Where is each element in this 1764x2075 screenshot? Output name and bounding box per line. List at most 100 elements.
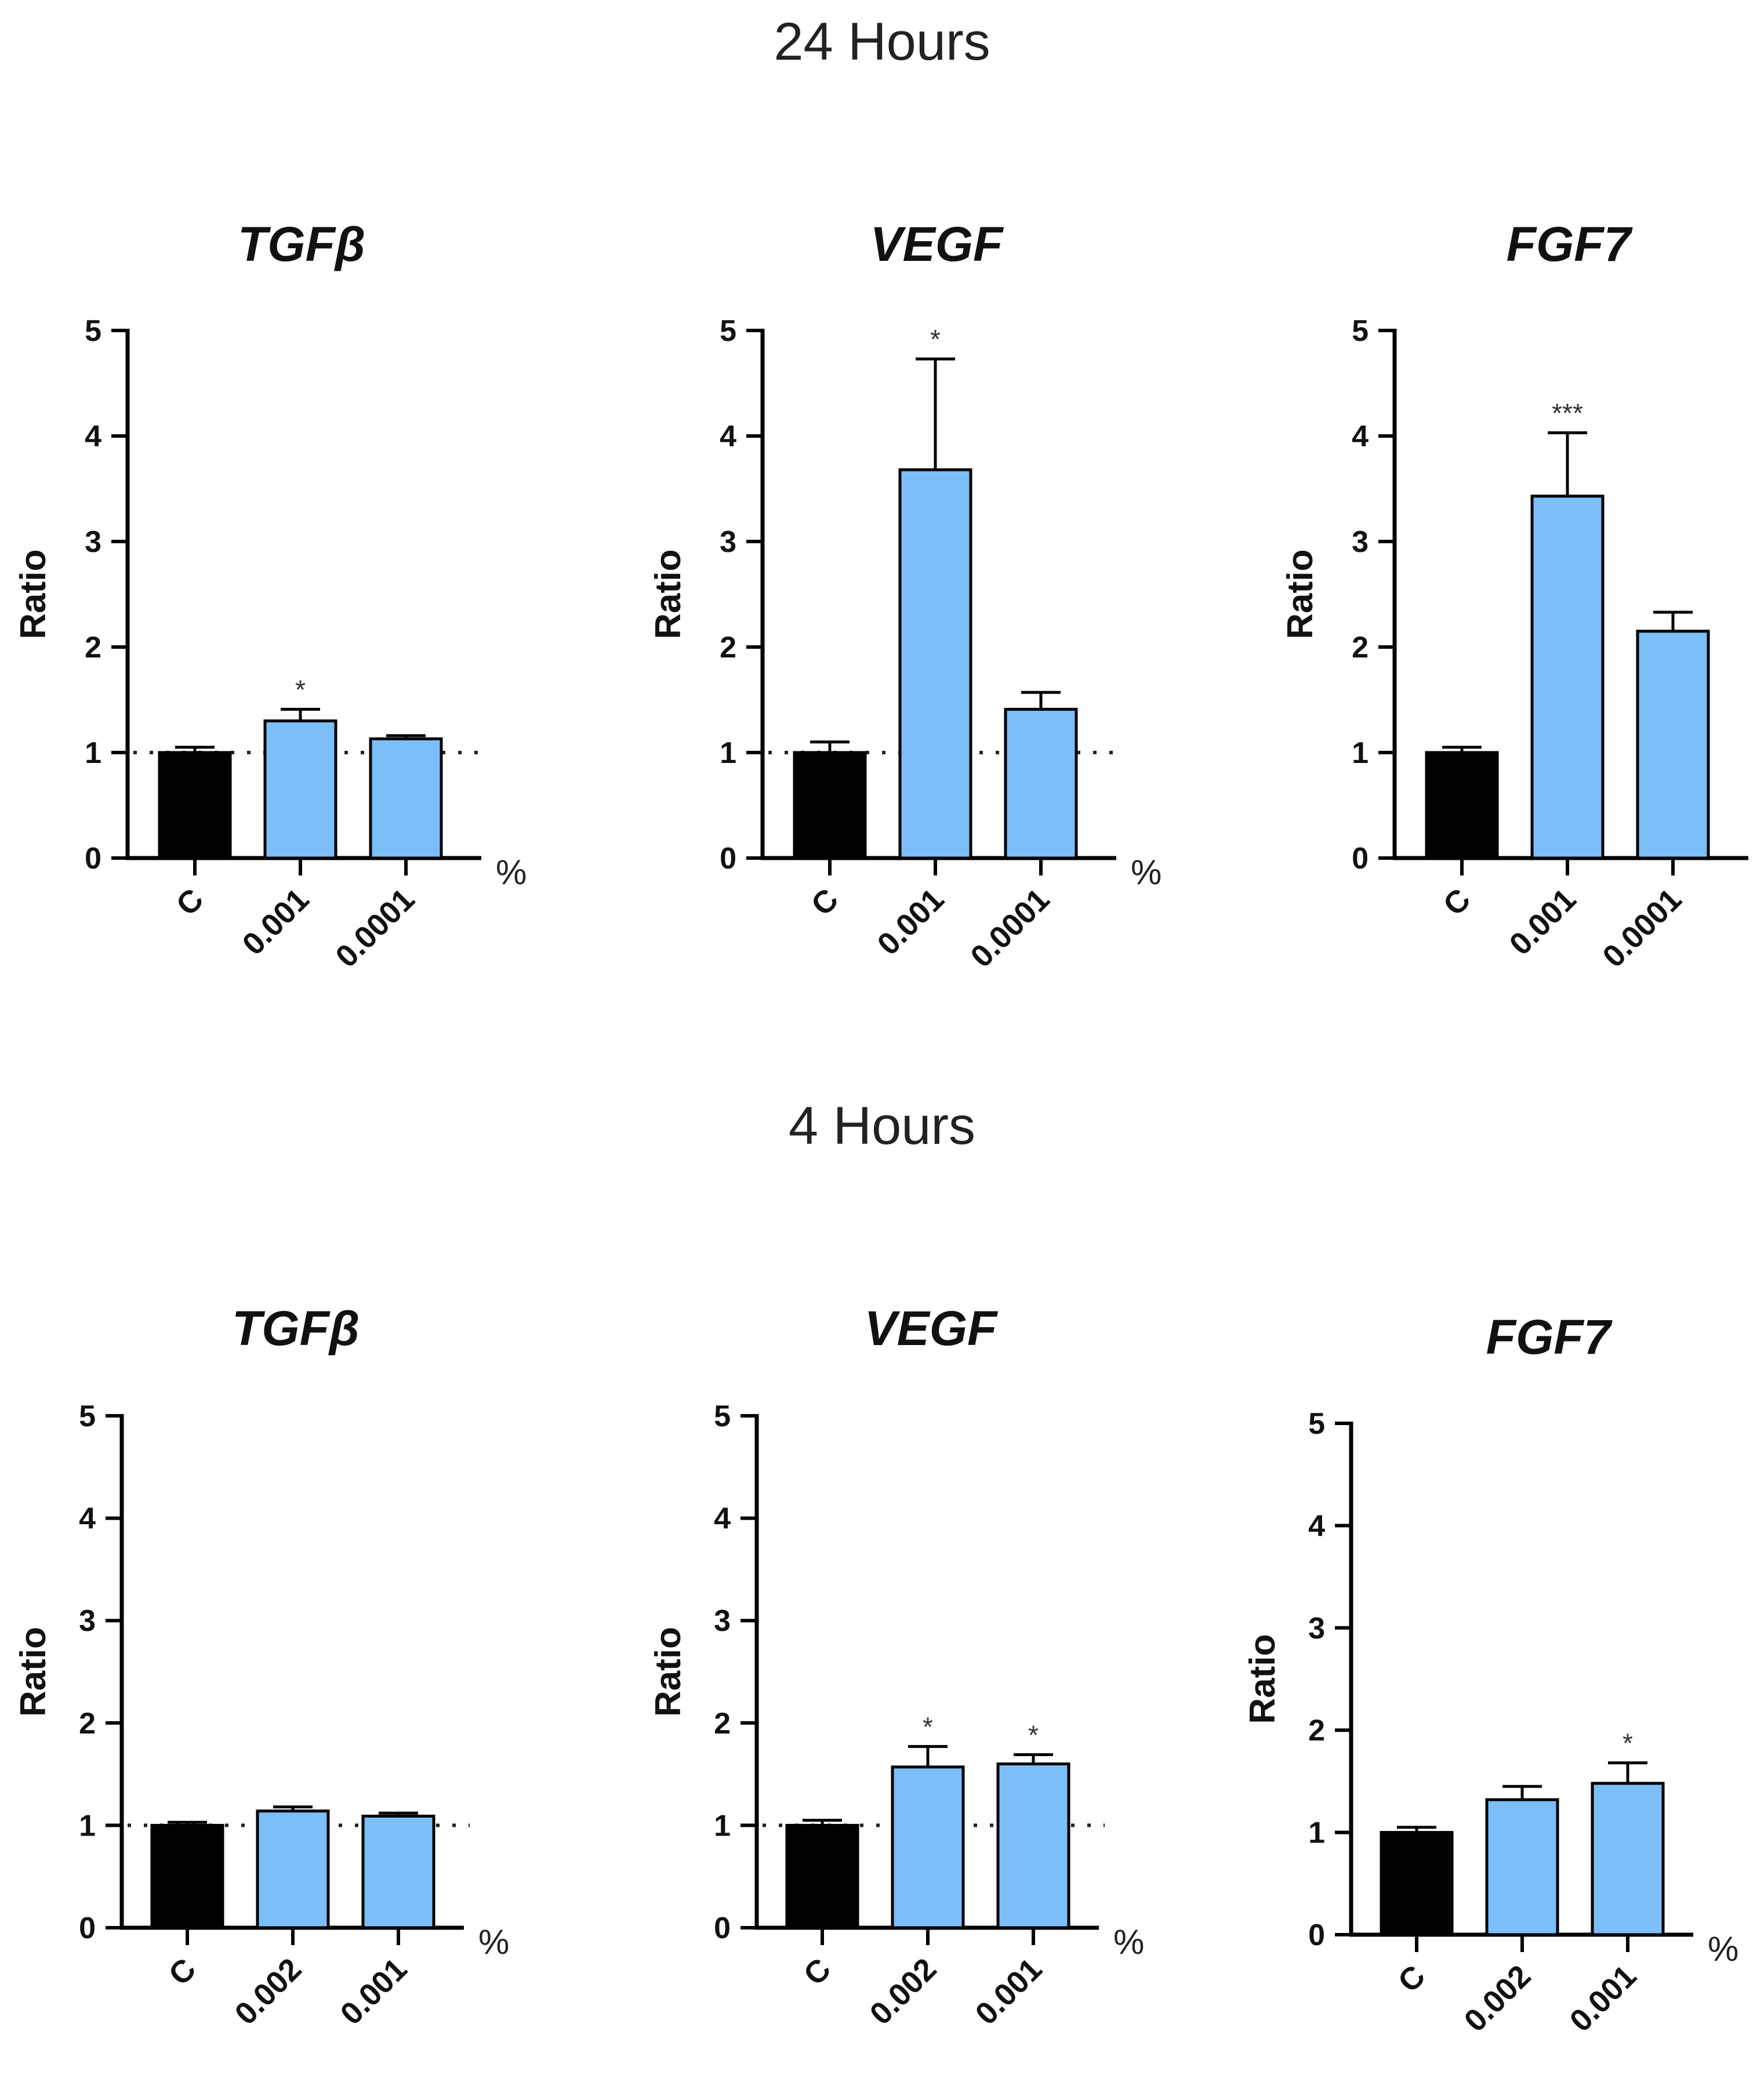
- bar: [1530, 495, 1605, 860]
- x-tick-label: 0.0001: [1596, 882, 1688, 974]
- x-tick-label: 0.002: [863, 1952, 943, 2032]
- y-tick-label: 0: [720, 842, 736, 875]
- y-axis-label: Ratio: [13, 1627, 53, 1717]
- y-tick-label: 5: [714, 1400, 731, 1433]
- y-tick-label: 3: [1308, 1612, 1325, 1645]
- y-tick-label: 1: [1308, 1816, 1325, 1850]
- y-tick-label: 3: [85, 525, 101, 559]
- y-tick-label: 1: [714, 1809, 731, 1843]
- x-tick-label: 0.002: [228, 1952, 308, 2032]
- x-tick-label: 0.001: [236, 882, 316, 962]
- y-tick-label: 1: [79, 1809, 96, 1843]
- y-tick-label: 0: [85, 842, 101, 875]
- significance-label: *: [1028, 1720, 1039, 1750]
- chart-title: TGFβ: [238, 217, 365, 271]
- x-tick-label: C: [804, 882, 845, 922]
- bar: [1004, 707, 1078, 860]
- x-tick-label: 0.001: [1503, 882, 1583, 962]
- bar: [369, 737, 443, 860]
- y-tick-label: 3: [1352, 525, 1369, 559]
- significance-label: *: [295, 674, 306, 704]
- y-tick-label: 2: [714, 1707, 731, 1740]
- chart-4h-vegf: VEGF 0 1 2 3 4 5 Ratio C * 0.002 * 0.001%: [648, 1301, 1144, 2032]
- x-tick-label: 0.0001: [964, 882, 1056, 974]
- x-tick-label: C: [797, 1952, 837, 1992]
- y-axis-label: Ratio: [13, 550, 53, 639]
- x-tick-label: 0.001: [334, 1952, 414, 2032]
- x-tick-label: 0.001: [969, 1952, 1049, 2032]
- chart-title: FGF7: [1486, 1310, 1613, 1364]
- chart-title: FGF7: [1507, 217, 1633, 271]
- bar: [996, 1762, 1070, 1929]
- y-tick-label: 4: [720, 420, 736, 453]
- bar: [263, 719, 337, 860]
- section-title-4-hours: 4 Hours: [788, 1096, 976, 1155]
- chart-title: TGFβ: [232, 1301, 360, 1356]
- x-tick-label: C: [162, 1952, 202, 1992]
- y-axis-label: Ratio: [1280, 550, 1320, 639]
- bar: [361, 1815, 435, 1929]
- y-tick-label: 4: [1308, 1509, 1325, 1543]
- y-tick-label: 5: [79, 1400, 96, 1433]
- y-tick-label: 1: [85, 736, 101, 770]
- bar: [1636, 630, 1710, 860]
- chart-4h-tgfb: TGFβ 0 1 2 3 4 5 Ratio C 0.002 0.001%: [13, 1301, 509, 2032]
- chart-title: VEGF: [870, 217, 1004, 271]
- y-tick-label: 2: [1308, 1714, 1325, 1747]
- y-axis-label: Ratio: [648, 1627, 688, 1717]
- y-tick-label: 3: [714, 1604, 731, 1638]
- x-unit-label: %: [1113, 1923, 1144, 1961]
- y-tick-label: 0: [79, 1912, 96, 1945]
- x-unit-label: %: [496, 853, 527, 892]
- y-axis-label: Ratio: [648, 550, 688, 639]
- x-unit-label: %: [1763, 853, 1764, 892]
- bar: [1425, 751, 1499, 860]
- x-unit-label: %: [1708, 1929, 1738, 1968]
- y-tick-label: 2: [79, 1707, 96, 1740]
- y-tick-label: 2: [85, 631, 101, 664]
- bar: [785, 1823, 859, 1929]
- y-tick-label: 0: [714, 1912, 731, 1945]
- bar: [1591, 1782, 1665, 1936]
- significance-label: *: [923, 1711, 933, 1742]
- chart-4h-fgf7: FGF7 0 1 2 3 4 5 Ratio C 0.002 * 0.001%: [1243, 1310, 1738, 2038]
- significance-label: *: [930, 324, 941, 354]
- x-tick-label: 0.001: [1563, 1958, 1643, 2038]
- y-tick-label: 0: [1308, 1918, 1325, 1952]
- x-unit-label: %: [478, 1923, 509, 1961]
- y-tick-label: 3: [720, 525, 736, 559]
- significance-label: *: [1623, 1728, 1633, 1758]
- x-tick-label: 0.001: [871, 882, 951, 962]
- y-tick-label: 5: [720, 314, 736, 348]
- y-tick-label: 1: [1352, 736, 1369, 770]
- x-tick-label: C: [1436, 882, 1477, 922]
- chart-24h-tgfb: TGFβ 0 1 2 3 4 5 Ratio C * 0.001 0.0001%: [13, 217, 527, 974]
- y-tick-label: 2: [720, 631, 736, 664]
- y-tick-label: 5: [85, 314, 101, 348]
- y-tick-label: 4: [85, 420, 101, 453]
- y-axis-label: Ratio: [1243, 1634, 1283, 1724]
- bar: [1485, 1798, 1559, 1936]
- y-tick-label: 1: [720, 736, 736, 770]
- y-tick-label: 5: [1352, 314, 1369, 348]
- y-tick-label: 2: [1352, 631, 1369, 664]
- chart-title: VEGF: [865, 1301, 999, 1356]
- y-tick-label: 5: [1308, 1407, 1325, 1441]
- x-tick-label: C: [169, 882, 210, 922]
- bar: [1380, 1831, 1454, 1936]
- bar: [158, 751, 232, 860]
- bar: [150, 1823, 224, 1929]
- x-tick-label: 0.002: [1458, 1958, 1538, 2038]
- chart-24h-vegf: VEGF 0 1 2 3 4 5 Ratio C * 0.001 0.0001%: [648, 217, 1162, 974]
- x-tick-label: 0.0001: [329, 882, 421, 974]
- y-tick-label: 4: [79, 1502, 96, 1536]
- x-tick-label: C: [1391, 1958, 1432, 1999]
- bar: [898, 468, 972, 860]
- section-title-24-hours: 24 Hours: [774, 12, 990, 71]
- y-tick-label: 0: [1352, 842, 1369, 875]
- significance-label: ***: [1552, 398, 1583, 428]
- x-unit-label: %: [1131, 853, 1162, 892]
- y-tick-label: 4: [714, 1502, 731, 1536]
